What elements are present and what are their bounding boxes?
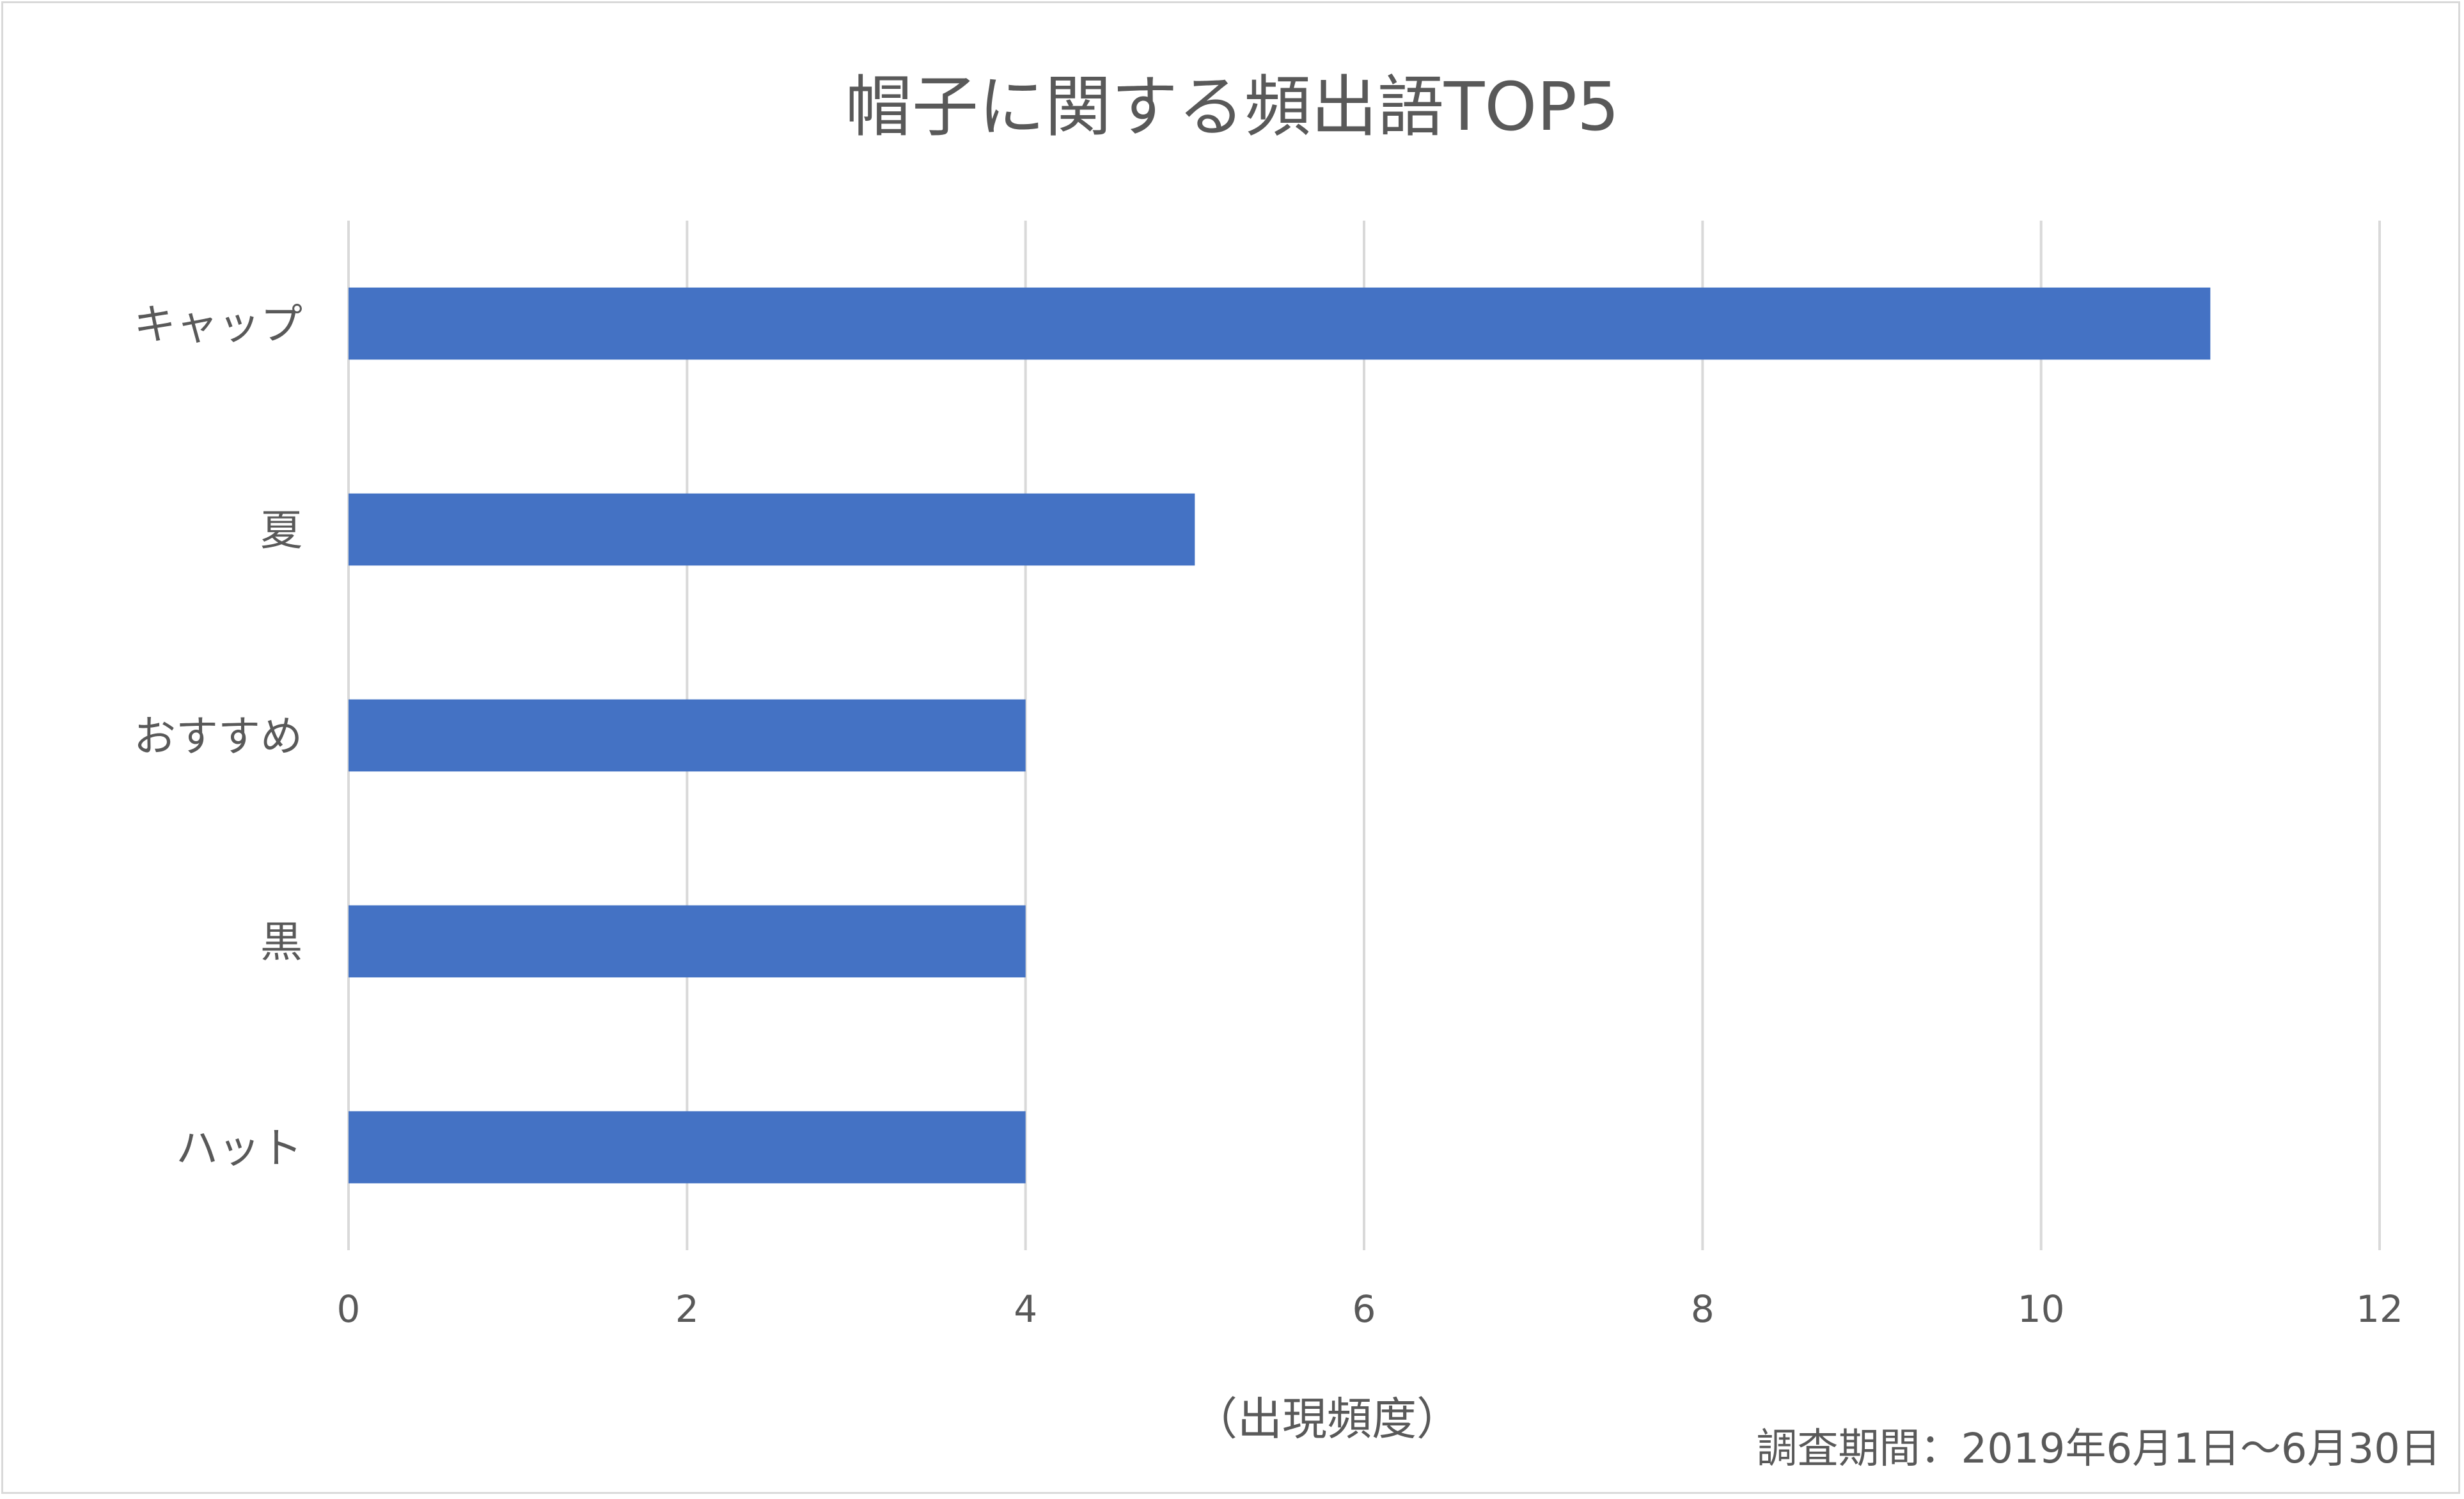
x-tick-label: 0 bbox=[337, 1287, 361, 1331]
x-tick-label: 8 bbox=[1691, 1287, 1715, 1331]
category-label: キャップ bbox=[134, 300, 302, 349]
survey-period-note: 調査期間：2019年6月1日～6月30日 bbox=[1757, 1425, 2441, 1473]
bar-0 bbox=[349, 287, 2211, 360]
bar-1 bbox=[349, 493, 1195, 566]
category-label: ハット bbox=[176, 1124, 302, 1173]
x-tick-labels: 0 2 4 6 8 10 12 bbox=[337, 1287, 2403, 1331]
bar-2 bbox=[349, 699, 1026, 772]
x-tick-label: 2 bbox=[675, 1287, 699, 1331]
x-tick-label: 4 bbox=[1014, 1287, 1037, 1331]
bar-3 bbox=[349, 905, 1026, 978]
category-label: 黒 bbox=[260, 918, 302, 967]
x-axis-label: （出現頻度） bbox=[1193, 1393, 1461, 1445]
x-tick-label: 6 bbox=[1353, 1287, 1376, 1331]
chart-title: 帽子に関する頻出語TOP5 bbox=[845, 68, 1619, 146]
bars bbox=[349, 287, 2211, 1184]
x-tick-label: 10 bbox=[2018, 1287, 2065, 1331]
bar-4 bbox=[349, 1111, 1026, 1184]
category-label: おすすめ bbox=[134, 712, 302, 761]
category-label: 夏 bbox=[260, 506, 302, 555]
x-tick-label: 12 bbox=[2356, 1287, 2403, 1331]
